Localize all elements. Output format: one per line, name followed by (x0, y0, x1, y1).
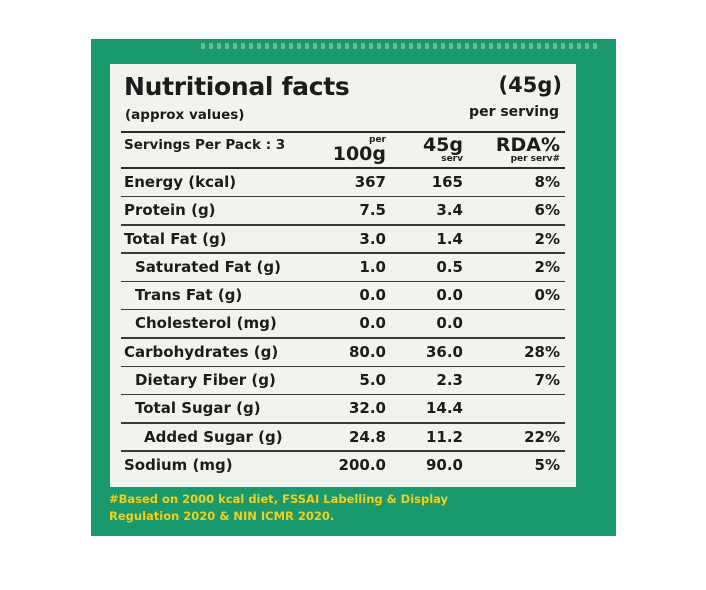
value-rda: 5% (534, 455, 560, 474)
value-per-100g: 0.0 (359, 286, 386, 305)
row-divider (121, 337, 565, 339)
row-divider (121, 393, 565, 396)
value-per-45g: 2.3 (436, 371, 463, 390)
value-rda: 2% (534, 229, 560, 248)
row-divider (121, 365, 565, 368)
value-rda: 2% (534, 257, 560, 276)
serving-size: (45g) (498, 73, 562, 97)
nutrient-row: Total Sugar (g) 32.0 14.4 (110, 395, 576, 424)
value-per-45g: 165 (431, 173, 463, 191)
nutrient-name: Sodium (mg) (124, 455, 233, 474)
nutrient-name: Protein (g) (124, 201, 216, 220)
footnote: #Based on 2000 kcal diet, FSSAI Labellin… (109, 491, 589, 524)
value-per-45g: 14.4 (425, 399, 463, 418)
value-rda: 7% (534, 371, 560, 390)
value-per-100g: 7.5 (359, 201, 386, 220)
nutrient-row: Protein (g) 7.5 3.4 6% (110, 197, 576, 226)
value-rda: 22% (524, 427, 560, 446)
green-package-panel: Nutritional facts (approx values) (45g) … (91, 39, 616, 536)
value-per-45g: 11.2 (425, 427, 463, 446)
row-divider (121, 308, 565, 311)
footnote-line-2: Regulation 2020 & NIN ICMR 2020. (109, 508, 335, 523)
row-divider (121, 422, 565, 424)
nutrient-name: Dietary Fiber (g) (135, 371, 276, 390)
label-title: Nutritional facts (124, 72, 350, 101)
value-rda: 6% (534, 201, 560, 220)
column-header-per-100g-big: 100g (332, 143, 386, 165)
value-per-45g: 3.4 (436, 201, 463, 220)
nutrient-row: Total Fat (g) 3.0 1.4 2% (110, 226, 576, 254)
nutrient-row: Dietary Fiber (g) 5.0 2.3 7% (110, 367, 576, 396)
value-per-45g: 90.0 (425, 455, 463, 474)
value-per-45g: 36.0 (425, 342, 463, 361)
row-divider (121, 252, 565, 254)
nutrient-row: Energy (kcal) 367 165 8% (110, 169, 576, 198)
cropped-top-text-strip (201, 43, 601, 49)
nutrient-name: Carbohydrates (g) (124, 342, 279, 361)
value-per-45g: 0.0 (436, 286, 463, 305)
value-rda: 8% (534, 173, 560, 191)
column-header-per-45g-big: 45g (422, 134, 463, 156)
nutrition-label: Nutritional facts (approx values) (45g) … (110, 64, 576, 487)
row-divider (121, 224, 565, 226)
column-header-rda-big: RDA% (495, 134, 560, 156)
column-header-per-100g: per 100g (333, 136, 386, 164)
nutrient-name: Added Sugar (g) (144, 427, 283, 446)
row-divider (121, 450, 565, 452)
nutrient-table: Energy (kcal) 367 165 8% Protein (g) 7.5 3.4 6%… (110, 169, 576, 480)
nutrient-row: Cholesterol (mg) 0.0 0.0 (110, 310, 576, 339)
nutrient-row: Carbohydrates (g) 80.0 36.0 28% (110, 339, 576, 368)
value-per-100g: 5.0 (359, 371, 386, 390)
value-rda: 0% (534, 286, 560, 305)
column-header-per-45g: 45g serv (423, 136, 463, 164)
serving-caption: per serving (469, 104, 559, 120)
value-per-100g: 80.0 (348, 342, 386, 361)
value-per-45g: 1.4 (436, 229, 463, 248)
table-top-rule (121, 167, 565, 169)
column-header-rda-small: per serv# (510, 154, 560, 164)
value-per-100g: 367 (354, 173, 386, 191)
value-per-100g: 24.8 (348, 427, 386, 446)
nutrient-name: Cholesterol (mg) (135, 314, 277, 333)
nutrient-row: Added Sugar (g) 24.8 11.2 22% (110, 424, 576, 452)
value-per-100g: 32.0 (348, 399, 386, 418)
column-header-per-100g-small: per (369, 135, 386, 145)
nutrient-row: Trans Fat (g) 0.0 0.0 0% (110, 282, 576, 311)
label-subtitle: (approx values) (125, 107, 245, 123)
footnote-line-1: #Based on 2000 kcal diet, FSSAI Labellin… (109, 492, 449, 506)
nutrient-row: Sodium (mg) 200.0 90.0 5% (110, 452, 576, 480)
row-divider (121, 195, 565, 198)
nutrient-name: Energy (kcal) (124, 173, 237, 191)
value-rda: 28% (524, 342, 560, 361)
nutrient-name: Total Fat (g) (124, 229, 227, 248)
header-rule (121, 131, 565, 133)
column-header-per-45g-small: serv (441, 154, 463, 164)
value-per-100g: 1.0 (359, 257, 386, 276)
nutrient-name: Saturated Fat (g) (135, 257, 281, 276)
servings-per-pack: Servings Per Pack : 3 (124, 137, 286, 153)
row-divider (121, 280, 565, 283)
value-per-45g: 0.5 (436, 257, 463, 276)
value-per-100g: 200.0 (338, 455, 386, 474)
column-header-rda: RDA% per serv# (496, 136, 560, 164)
value-per-100g: 0.0 (359, 314, 386, 333)
nutrient-name: Trans Fat (g) (135, 286, 243, 305)
nutrient-name: Total Sugar (g) (135, 399, 261, 418)
value-per-45g: 0.0 (436, 314, 463, 333)
nutrient-row: Saturated Fat (g) 1.0 0.5 2% (110, 254, 576, 283)
value-per-100g: 3.0 (359, 229, 386, 248)
